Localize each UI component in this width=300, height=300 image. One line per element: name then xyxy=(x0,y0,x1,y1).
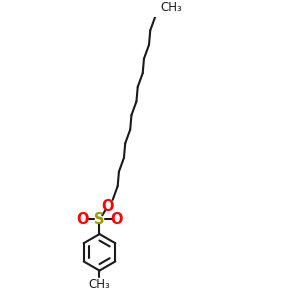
Text: O: O xyxy=(76,212,88,227)
Text: CH₃: CH₃ xyxy=(160,1,182,14)
Text: O: O xyxy=(102,199,114,214)
Text: O: O xyxy=(111,212,123,227)
Text: S: S xyxy=(94,212,105,227)
Text: CH₃: CH₃ xyxy=(88,278,110,291)
